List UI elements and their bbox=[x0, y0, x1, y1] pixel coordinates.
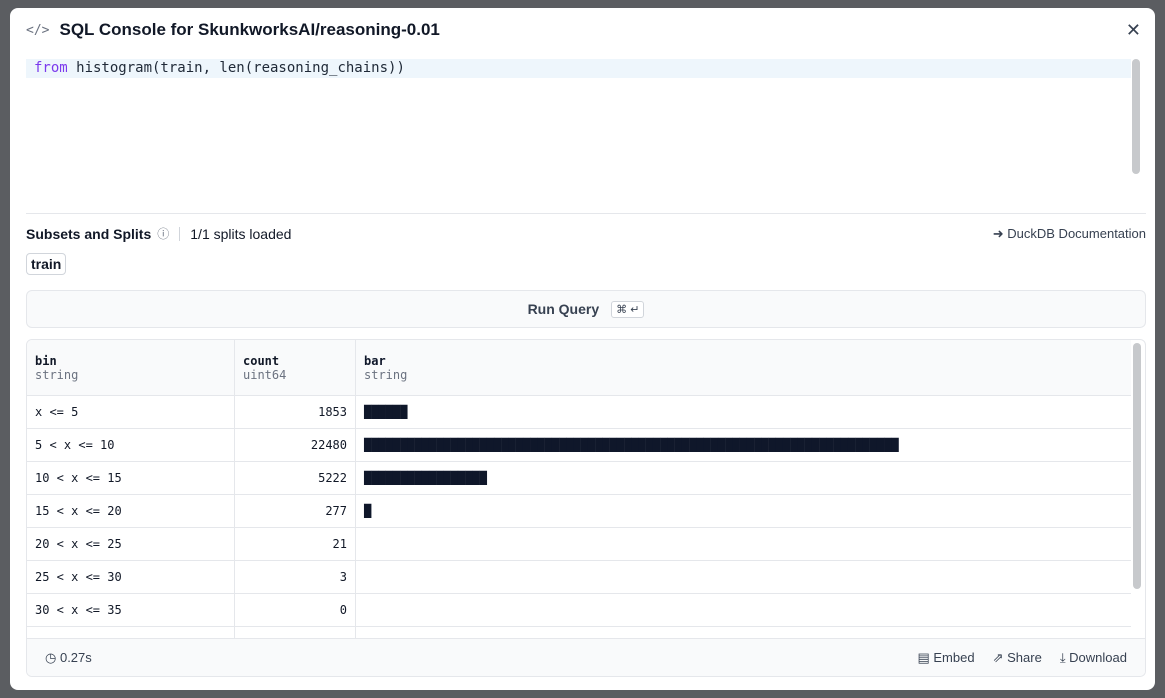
cell-text: 5222 bbox=[318, 471, 347, 485]
bin-cell: 25 < x <= 30 bbox=[27, 561, 235, 593]
code-line: from histogram(train, len(reasoning_chai… bbox=[26, 59, 1131, 78]
docs-link[interactable]: ➜ DuckDB Documentation bbox=[992, 226, 1146, 241]
column-type: uint64 bbox=[243, 367, 287, 382]
run-label[interactable]: Run Query bbox=[527, 301, 600, 317]
count-cell: 22480 bbox=[235, 429, 356, 461]
run-button[interactable]: Run Query ⌘ ↵ bbox=[26, 290, 1146, 328]
scrollbar[interactable] bbox=[1133, 343, 1141, 589]
bin-cell: 20 < x <= 25 bbox=[27, 528, 235, 560]
count-cell: 5222 bbox=[235, 462, 356, 494]
column-header: bar string bbox=[356, 340, 1131, 395]
docs-label[interactable]: DuckDB Documentation bbox=[1007, 226, 1146, 241]
cell-text: 0 bbox=[243, 636, 347, 638]
action-label[interactable]: Share bbox=[1007, 649, 1042, 665]
bar-cell: █ bbox=[356, 495, 1131, 527]
count-cell: 1853 bbox=[235, 396, 356, 428]
bin-cell: 10 < x <= 15 bbox=[27, 462, 235, 494]
bin-cell: x <= 5 bbox=[27, 396, 235, 428]
cell-text: 20 < x <= 25 bbox=[35, 537, 122, 551]
bin-cell: 30 < x <= 35 bbox=[27, 594, 235, 626]
count-cell: 0 bbox=[235, 594, 356, 626]
bar-cell bbox=[356, 594, 1131, 626]
column-type: string bbox=[35, 367, 79, 382]
count-cell: 277 bbox=[235, 495, 356, 527]
table-grid: bin string count uint64 bar string x <= 5 1853 █… bbox=[27, 340, 1131, 638]
cell-text: 21 bbox=[332, 537, 347, 551]
header-row: bin string count uint64 bar string bbox=[27, 340, 1131, 396]
cell-text: x <= 5 bbox=[35, 405, 79, 419]
bin-cell: 35 < x <= 40 bbox=[27, 627, 235, 638]
code-icon: </> bbox=[26, 22, 50, 38]
bar-cell: ██████ bbox=[356, 396, 1131, 428]
action-button[interactable]: ⤓ Download bbox=[1059, 649, 1127, 665]
column-name: count bbox=[243, 353, 280, 368]
sql-console-modal: </> SQL Console for SkunkworksAI/reasonin… bbox=[10, 8, 1155, 690]
cell-text: █████████████████ bbox=[364, 471, 487, 485]
cell-text: ████████████████████████████████████████… bbox=[364, 438, 899, 452]
table-row: 25 < x <= 30 3 bbox=[27, 561, 1131, 594]
column-type: string bbox=[364, 367, 408, 382]
column-header: bin string bbox=[27, 340, 235, 395]
cell-text: 5 < x <= 10 bbox=[35, 438, 115, 452]
bin-cell: 15 < x <= 20 bbox=[27, 495, 235, 527]
sql-editor[interactable]: from histogram(train, len(reasoning_chai… bbox=[26, 57, 1146, 214]
count-cell: 21 bbox=[235, 528, 356, 560]
bar-cell bbox=[356, 528, 1131, 560]
title: SQL Console for SkunkworksAI/reasoning-0… bbox=[59, 20, 440, 39]
bar-cell bbox=[356, 627, 1131, 638]
action-button[interactable]: ⇗ Share bbox=[992, 649, 1042, 665]
cell-text: 3 bbox=[339, 570, 347, 584]
column-name: bin bbox=[35, 353, 57, 368]
subsets-label: Subsets and Splits bbox=[26, 225, 152, 242]
splits-status: 1/1 splits loaded bbox=[190, 225, 292, 242]
table-row: 35 < x <= 40 0 bbox=[27, 627, 1131, 638]
keyword: from bbox=[34, 60, 68, 76]
table-row: 30 < x <= 35 0 bbox=[27, 594, 1131, 627]
table-row: 15 < x <= 20 277 █ bbox=[27, 495, 1131, 528]
table-row: 10 < x <= 15 5222 █████████████████ bbox=[27, 462, 1131, 495]
cell-text: ██████ bbox=[364, 405, 408, 419]
info-icon[interactable]: ⓘ bbox=[157, 227, 170, 241]
cell-text: 22480 bbox=[310, 438, 347, 452]
table-row: x <= 5 1853 ██████ bbox=[27, 396, 1131, 429]
action-label[interactable]: Download bbox=[1069, 649, 1127, 665]
cell-text: 15 < x <= 20 bbox=[35, 504, 122, 518]
cell-text: 277 bbox=[325, 504, 347, 518]
scrollbar[interactable] bbox=[1132, 59, 1140, 174]
count-cell: 0 bbox=[235, 627, 356, 638]
footer: ◷ 0.27s ▤ Embed ⇗ Share ⤓ Download bbox=[27, 638, 1145, 676]
results-table: bin string count uint64 bar string x <= 5 1853 █… bbox=[26, 339, 1146, 677]
cell-text: 10 < x <= 15 bbox=[35, 471, 122, 485]
shortcut: ⌘ ↵ bbox=[611, 300, 645, 318]
split-tab[interactable]: train bbox=[26, 253, 67, 275]
bar-cell: ████████████████████████████████████████… bbox=[356, 429, 1131, 461]
bar-cell bbox=[356, 561, 1131, 593]
timer: ◷ 0.27s bbox=[45, 649, 92, 665]
action-label[interactable]: Embed bbox=[933, 649, 975, 665]
count-cell: 3 bbox=[235, 561, 356, 593]
cell-text: 1853 bbox=[318, 405, 347, 419]
close-button[interactable]: ✕ bbox=[1125, 20, 1141, 40]
bar-cell: █████████████████ bbox=[356, 462, 1131, 494]
cell-text: 25 < x <= 30 bbox=[35, 570, 122, 584]
actions: ▤ Embed ⇗ Share ⤓ Download bbox=[917, 650, 1127, 666]
table-row: 20 < x <= 25 21 bbox=[27, 528, 1131, 561]
cell-text: 30 < x <= 35 bbox=[35, 603, 122, 617]
header: </> SQL Console for SkunkworksAI/reasonin… bbox=[26, 20, 440, 40]
cell-text: 0 bbox=[339, 603, 347, 617]
subsets-bar: Subsets and Splits ⓘ 1/1 splits loaded bbox=[26, 225, 291, 242]
table-row: 5 < x <= 10 22480 ████████████████████████… bbox=[27, 429, 1131, 462]
action-button[interactable]: ▤ Embed bbox=[917, 649, 975, 665]
query-time: 0.27s bbox=[59, 649, 92, 665]
cell-text: █ bbox=[364, 504, 372, 518]
code: histogram(train, len(reasoning_chains)) bbox=[67, 60, 405, 76]
column-header: count uint64 bbox=[235, 340, 356, 395]
cell-text: 35 < x <= 40 bbox=[35, 636, 234, 638]
column-name: bar bbox=[364, 353, 386, 368]
bin-cell: 5 < x <= 10 bbox=[27, 429, 235, 461]
